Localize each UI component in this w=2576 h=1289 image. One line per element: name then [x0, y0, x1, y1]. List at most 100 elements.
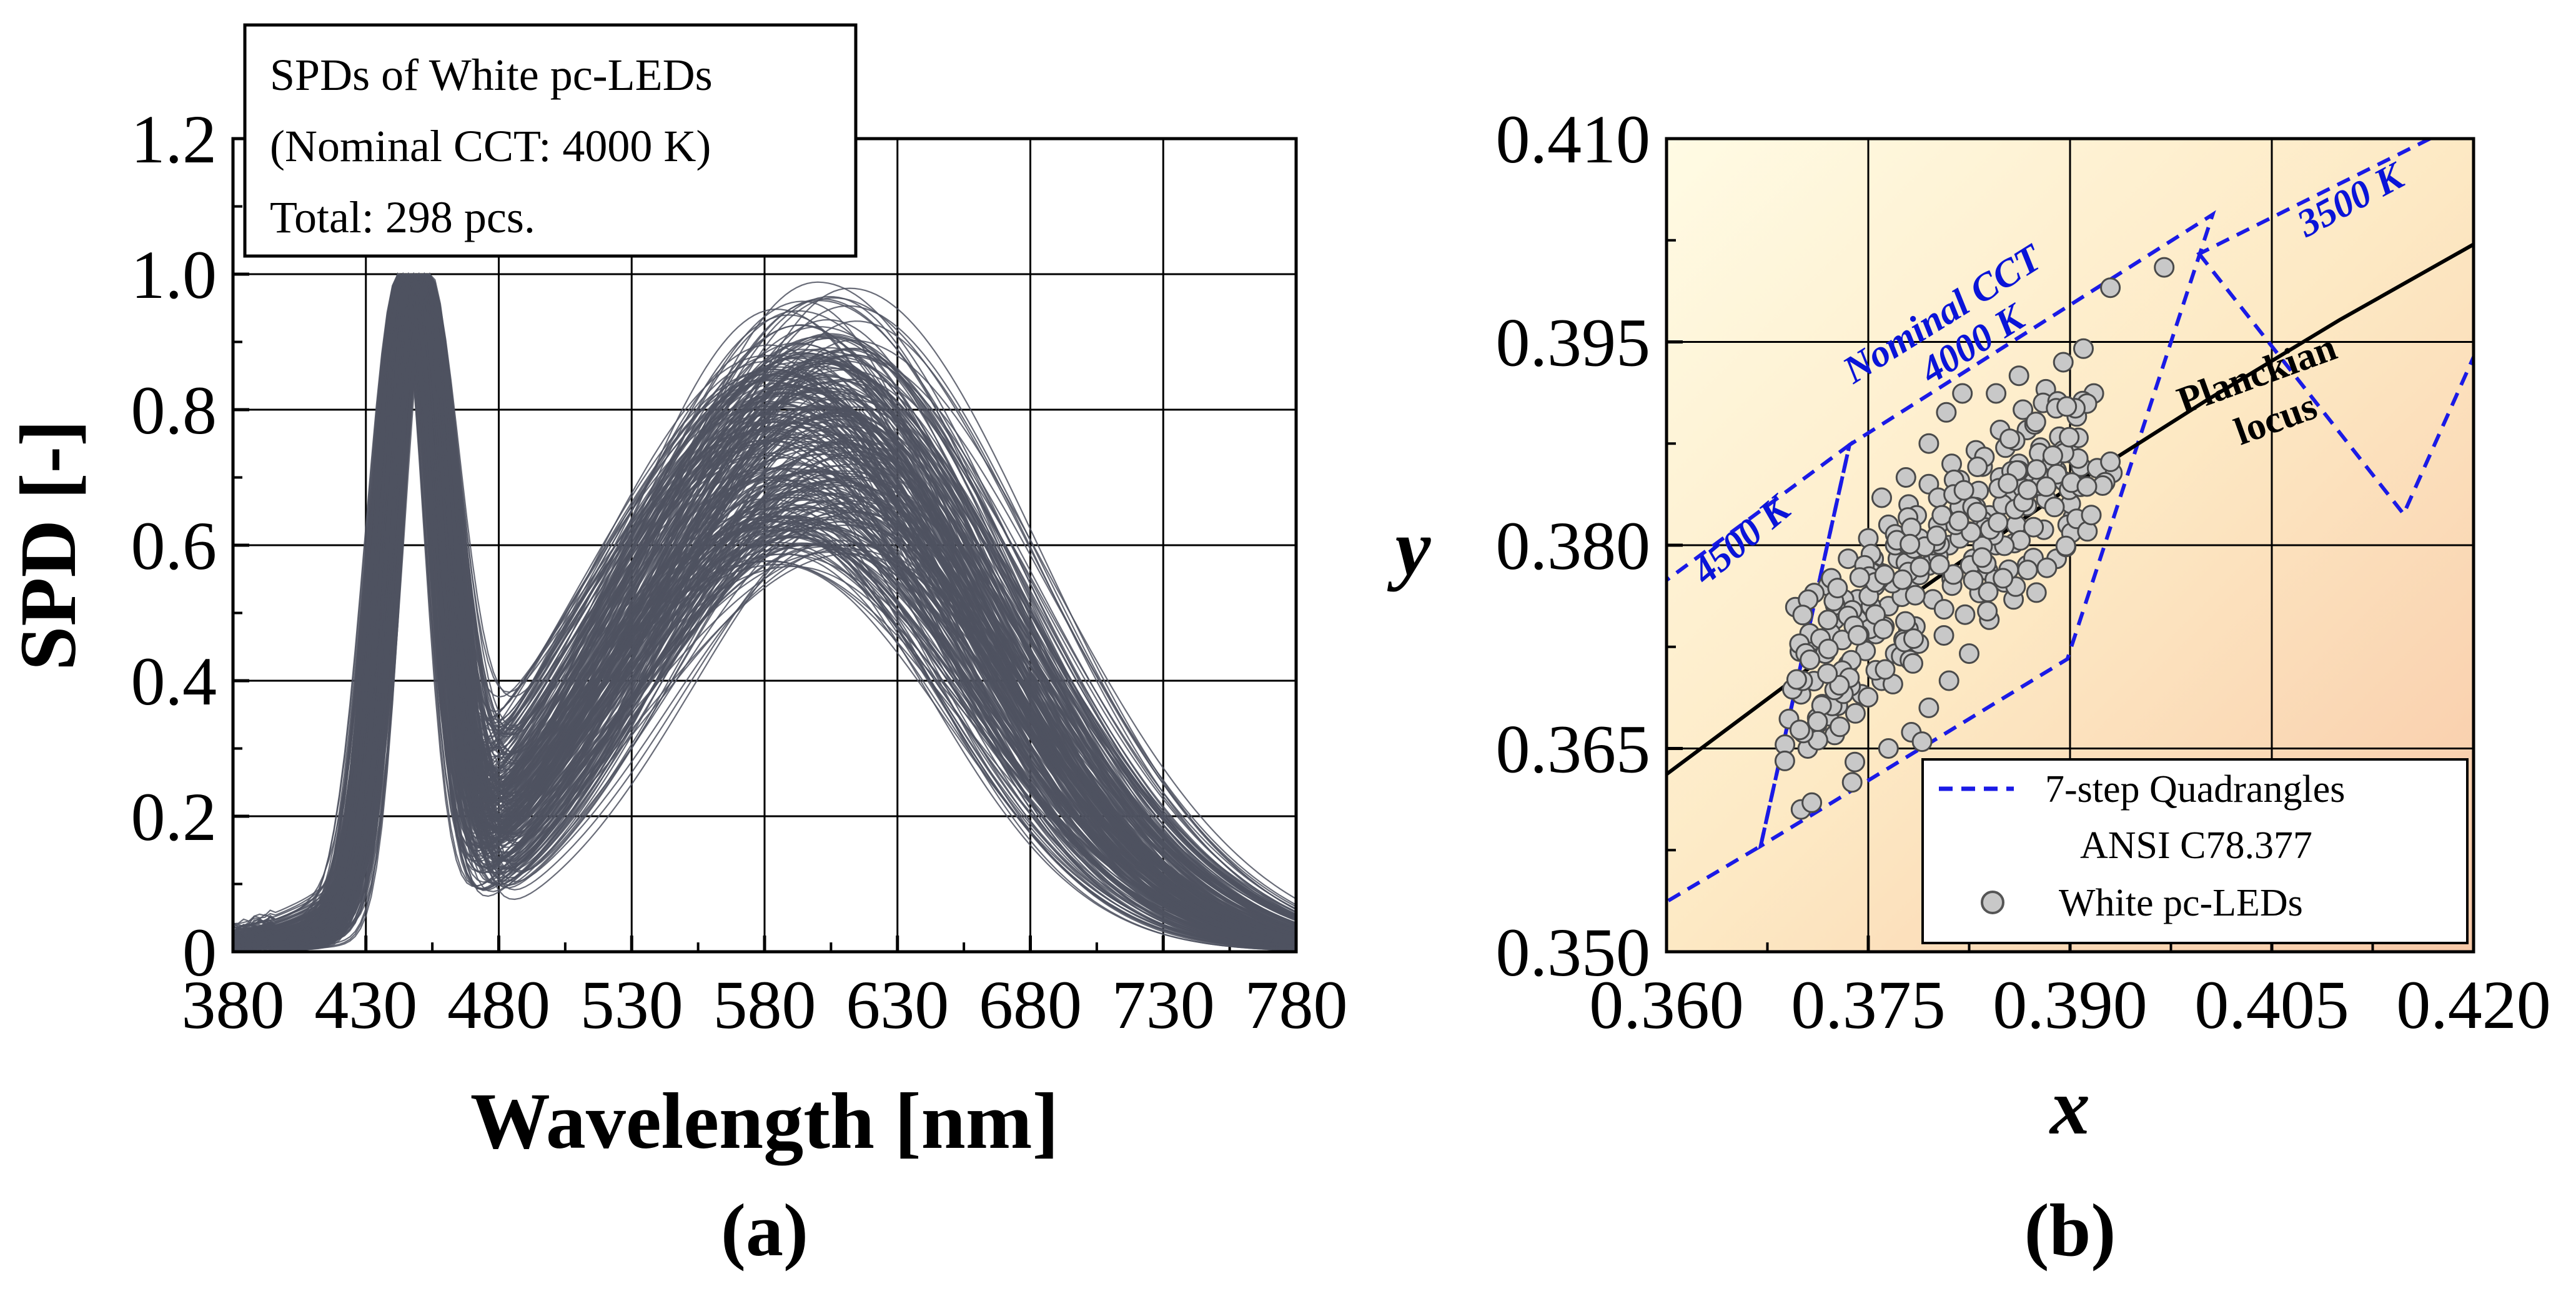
- led-point: [1841, 772, 1863, 793]
- led-point: [1873, 618, 1894, 640]
- led-point: [1977, 601, 1998, 622]
- led-point: [1903, 628, 1924, 649]
- led-point: [1953, 480, 1974, 501]
- led-point: [1931, 505, 1953, 526]
- chromaticity-x-tick-label: 0.390: [1993, 967, 2147, 1043]
- led-point: [1817, 663, 1838, 684]
- led-point: [1967, 457, 1988, 477]
- led-point: [1998, 473, 2019, 494]
- panel-label-a: (a): [721, 1188, 808, 1272]
- led-point: [2076, 476, 2098, 497]
- led-point: [1845, 751, 1865, 773]
- spd-info-line3: Total: 298 pcs.: [270, 192, 535, 242]
- spd-info-line2: (Nominal CCT: 4000 K): [270, 121, 711, 171]
- led-point: [2073, 338, 2094, 359]
- led-point: [1903, 653, 1923, 674]
- led-point: [2042, 445, 2063, 467]
- led-point: [1993, 568, 2014, 589]
- led-point: [1827, 578, 1848, 599]
- spd-curve: [233, 273, 1296, 952]
- led-point: [1918, 697, 1939, 718]
- led-point: [2023, 516, 2044, 538]
- led-point: [1849, 567, 1870, 588]
- led-point: [1952, 383, 1973, 404]
- led-point: [1986, 383, 2007, 404]
- spd-x-tick-label: 630: [846, 967, 949, 1043]
- led-point: [1999, 428, 2020, 450]
- led-point: [1954, 604, 1976, 625]
- spd-curve: [233, 273, 1296, 949]
- led-point: [1943, 564, 1964, 585]
- led-point: [1971, 547, 1993, 568]
- led-point: [1910, 556, 1931, 578]
- chromaticity-chart: 0.360 0.375 0.390 0.405 0.420 0.350 0.365 0.38…: [1387, 101, 2551, 1272]
- spd-x-tick-label: 480: [447, 967, 550, 1043]
- spd-chart: 380 430 480 530 580 630 680 730 780 0 0.2 0.4 0.6 0.…: [4, 23, 1348, 1272]
- chromaticity-x-tick-label: 0.420: [2396, 967, 2551, 1043]
- spd-y-tick-label: 0: [182, 914, 217, 990]
- led-point: [1801, 792, 1823, 813]
- spd-curve: [233, 273, 1296, 948]
- led-point: [1858, 687, 1879, 708]
- spd-x-tick-label: 680: [979, 967, 1082, 1043]
- led-point: [2013, 399, 2034, 420]
- quadrangle-4000k: [1758, 210, 2216, 850]
- led-point: [1926, 525, 1947, 546]
- chromaticity-legend: 7-step Quadrangles ANSI C78.377 White pc…: [1921, 758, 2469, 944]
- spd-y-tick-label: 0.4: [131, 643, 217, 719]
- led-point: [1905, 585, 1926, 606]
- led-point: [1878, 738, 1899, 759]
- legend-marker: [1981, 891, 2004, 914]
- led-point: [1845, 703, 1866, 724]
- led-point: [1875, 659, 1896, 680]
- led-point: [1933, 625, 1954, 646]
- chromaticity-series: [1667, 139, 2474, 904]
- led-point: [1966, 501, 1988, 523]
- legend-leds-label: White pc-LEDs: [2059, 882, 2303, 924]
- led-point: [1818, 638, 1839, 659]
- spd-y-axis-label: SPD [-]: [4, 420, 92, 671]
- spd-curve: [233, 273, 1296, 945]
- spd-y-tick-label: 0.8: [131, 372, 217, 448]
- spd-curve: [233, 272, 1296, 952]
- led-point: [1900, 533, 1921, 555]
- led-point: [1936, 402, 1957, 423]
- led-point: [1830, 716, 1850, 738]
- led-point: [2036, 557, 2058, 578]
- chromaticity-x-tick-label: 0.405: [2194, 967, 2349, 1043]
- spd-x-tick-label: 380: [182, 967, 285, 1043]
- chromaticity-x-ticks: 0.360 0.375 0.390 0.405 0.420: [1589, 967, 2551, 1043]
- led-point: [1807, 711, 1828, 732]
- led-point: [2053, 352, 2074, 373]
- spd-x-tick-label: 780: [1245, 967, 1348, 1043]
- spd-x-axis-label: Wavelength [nm]: [470, 1077, 1059, 1165]
- chromaticity-y-tick-label: 0.350: [1496, 914, 1651, 990]
- chromaticity-y-ticks: 0.350 0.365 0.380 0.395 0.410: [1496, 101, 1651, 990]
- led-point: [1929, 554, 1950, 575]
- led-point: [2056, 396, 2078, 417]
- led-point: [1818, 610, 1838, 631]
- led-point: [1871, 487, 1892, 508]
- led-point: [1789, 719, 1810, 741]
- spd-curve: [233, 272, 1296, 943]
- spd-y-tick-label: 0.6: [131, 508, 217, 584]
- led-point: [1786, 669, 1807, 690]
- led-point: [2100, 451, 2121, 472]
- led-point: [2017, 560, 2038, 581]
- spd-curves: [233, 272, 1296, 952]
- led-point: [1874, 565, 1895, 585]
- spd-x-ticks: 380 430 480 530 580 630 680 730 780: [182, 967, 1348, 1043]
- chromaticity-y-tick-label: 0.380: [1496, 508, 1651, 584]
- led-point: [1800, 649, 1821, 670]
- chromaticity-y-tick-label: 0.365: [1496, 711, 1651, 788]
- led-point: [2100, 277, 2121, 299]
- spd-curve: [233, 273, 1296, 951]
- spd-y-ticks: 0 0.2 0.4 0.6 0.8 1.0 1.2: [131, 101, 217, 990]
- led-point: [1895, 467, 1916, 488]
- led-point: [1948, 510, 1969, 531]
- led-point: [2059, 427, 2080, 448]
- legend-ansi-label: ANSI C78.377: [2080, 824, 2312, 867]
- spd-info-box: [243, 23, 858, 258]
- led-point: [1959, 643, 1979, 664]
